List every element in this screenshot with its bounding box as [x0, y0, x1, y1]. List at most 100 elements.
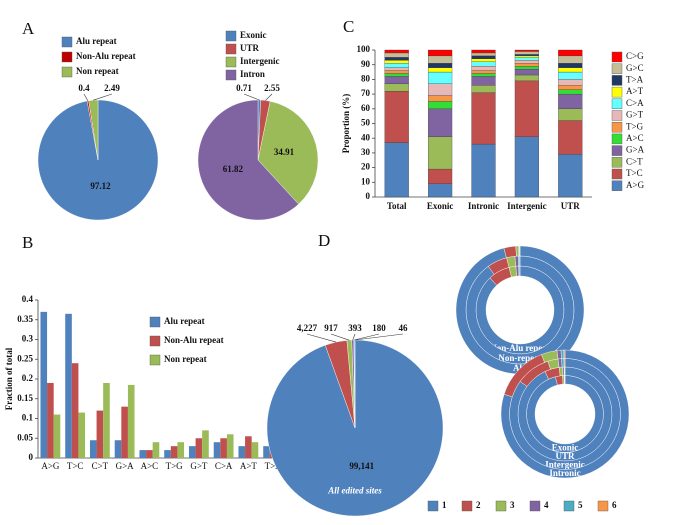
legend-swatch — [611, 180, 623, 191]
legend-label: Alu repeat — [76, 36, 117, 46]
value-label: 61.82 — [223, 164, 244, 174]
y-tick-label: 100 — [357, 44, 371, 54]
pie-slice — [88, 99, 99, 161]
bar — [188, 446, 196, 458]
y-tick-label: 0.35 — [17, 314, 33, 324]
legend-swatch — [611, 98, 623, 110]
bar — [53, 414, 61, 458]
legend-label: G>T — [626, 110, 644, 120]
bar-segment — [558, 120, 583, 155]
leader-line — [265, 93, 273, 101]
bar-segment — [428, 101, 453, 109]
value-label: 99,141 — [349, 461, 374, 471]
legend-label: Non-Alu repeat — [164, 335, 224, 345]
bar-segment — [471, 49, 496, 54]
value-label: 0.4 — [78, 83, 90, 93]
pie-slice — [197, 99, 299, 221]
legend-swatch — [61, 36, 73, 48]
legend-label: Exonic — [240, 30, 267, 40]
bar — [245, 436, 252, 458]
bar-segment — [384, 49, 409, 54]
bar-segment — [558, 79, 583, 86]
legend-label: T>A — [626, 74, 644, 84]
x-tick-label: T>A — [265, 461, 283, 471]
legend-label: 2 — [476, 500, 481, 510]
bar — [114, 440, 122, 458]
bar-segment — [514, 80, 539, 137]
legend-swatch — [611, 51, 623, 63]
bar-segment — [384, 60, 409, 64]
y-tick-label: 0.3 — [22, 334, 34, 344]
donut-segment — [526, 375, 604, 453]
y-tick-label: 40 — [361, 132, 371, 142]
bar — [89, 440, 97, 458]
legend-label: A>C — [626, 133, 644, 143]
bar-segment — [471, 76, 496, 86]
legend-label: 1 — [442, 500, 447, 510]
bar-segment — [384, 57, 409, 61]
value-label: 4,227 — [297, 323, 318, 333]
panel-letter: D — [318, 231, 330, 250]
bar — [263, 446, 270, 458]
y-axis-label: Proportion (%) — [341, 94, 351, 154]
legend-swatch — [495, 500, 507, 512]
annotation: All edited sites — [327, 485, 382, 495]
bar-segment — [514, 55, 539, 58]
bar — [202, 430, 209, 458]
x-tick-label: Intronic — [468, 201, 499, 211]
legend-label: 4 — [544, 500, 549, 510]
x-tick-label: G>A — [116, 461, 135, 471]
bar — [103, 382, 110, 458]
x-tick-label: C>T — [92, 461, 109, 471]
bar — [195, 438, 203, 458]
legend-swatch — [61, 51, 73, 63]
bar-segment — [428, 71, 453, 84]
x-tick-label: C>A — [215, 461, 233, 471]
bar — [226, 434, 234, 458]
bar-segment — [514, 49, 539, 52]
legend-swatch — [611, 133, 623, 145]
donut-segment — [563, 358, 566, 368]
legend-label: Non repeat — [76, 66, 119, 76]
x-tick-label: T>G — [166, 461, 184, 471]
ring-label: Alu — [513, 363, 527, 373]
legend-swatch — [611, 121, 623, 133]
bar — [220, 438, 227, 458]
y-tick-label: 0 — [366, 191, 371, 201]
bar-segment — [384, 91, 409, 143]
legend-swatch — [225, 30, 237, 42]
panel-letter: C — [343, 17, 354, 36]
bar-segment — [514, 60, 539, 64]
legend-swatch — [611, 145, 623, 156]
bar — [152, 442, 160, 458]
bar-segment — [384, 63, 409, 68]
bar-segment — [514, 51, 539, 55]
legend-swatch — [149, 354, 161, 366]
legend-swatch — [225, 69, 237, 81]
legend-label: Alu repeat — [164, 316, 205, 326]
bar — [146, 450, 153, 458]
bar-segment — [428, 55, 453, 64]
y-tick-label: 0.1 — [22, 413, 34, 423]
pie-slice — [257, 101, 319, 205]
donut-segment — [503, 245, 517, 258]
bar-segment — [384, 142, 409, 198]
bar — [164, 450, 171, 458]
y-tick-label: 0.15 — [17, 393, 33, 403]
y-tick-label: 0.4 — [22, 294, 34, 304]
ring-label: Exonic — [552, 442, 579, 452]
value-label: 34.91 — [274, 147, 295, 157]
bar — [213, 442, 221, 458]
y-tick-label: 60 — [361, 103, 371, 113]
bar-segment — [471, 55, 496, 59]
bar-segment — [384, 76, 409, 84]
bar-segment — [558, 67, 583, 73]
donut-segment — [515, 245, 520, 257]
y-tick-label: 0.25 — [17, 353, 33, 363]
ring-label: Intronic — [549, 468, 580, 478]
bar-segment — [514, 66, 539, 70]
donut-segment — [455, 245, 585, 375]
legend-swatch — [611, 63, 623, 74]
bar-segment — [558, 71, 583, 80]
